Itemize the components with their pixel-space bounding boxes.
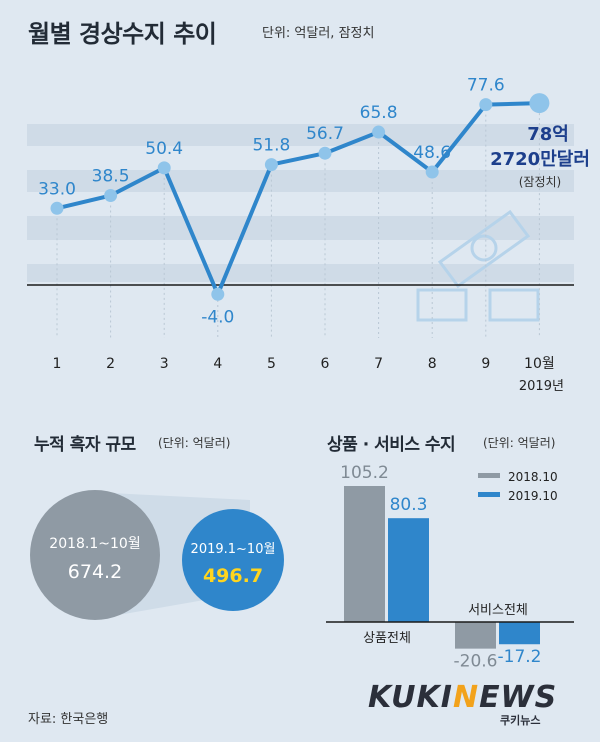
cumulative-unit: (단위: 억달러) <box>158 436 231 450</box>
bar <box>388 518 429 622</box>
logo-text-a: KUKI <box>368 680 453 715</box>
data-label: 65.8 <box>360 103 398 123</box>
banknote-icon <box>437 209 531 289</box>
x-tick-label: 2 <box>106 356 115 372</box>
logo-text-c: EWS <box>479 680 558 715</box>
circle-2018-label: 2018.1~10월 <box>49 536 140 552</box>
circle-2018-value: 674.2 <box>68 561 122 583</box>
annotation-note: (잠정치) <box>519 175 561 189</box>
data-label: 56.7 <box>306 124 344 144</box>
page-title: 월별 경상수지 추이 <box>28 20 217 48</box>
data-label: -4.0 <box>201 307 234 327</box>
year-label: 2019년 <box>519 379 564 394</box>
goods-services-title: 상품 · 서비스 수지 <box>327 435 456 455</box>
data-label: 77.6 <box>467 76 505 96</box>
legend-swatch-2019 <box>478 492 500 497</box>
bar <box>499 622 540 645</box>
category-label-services: 서비스전체 <box>468 603 528 618</box>
data-point <box>318 146 332 160</box>
legend-label-2018: 2018.10 <box>508 470 558 484</box>
data-point <box>157 161 171 175</box>
bar-value-label: -17.2 <box>498 647 542 667</box>
bar-value-label: -20.6 <box>454 652 498 672</box>
grid-band <box>27 264 574 282</box>
x-tick-label: 3 <box>160 356 169 372</box>
annotation-value2: 2720만달러 <box>490 149 590 170</box>
data-label: 38.5 <box>92 167 130 187</box>
title-unit: 단위: 억달러, 잠정치 <box>262 26 375 41</box>
circle-2019-value: 496.7 <box>203 565 263 587</box>
data-label: 50.4 <box>145 139 183 159</box>
cumulative-title: 누적 흑자 규모 <box>34 435 136 455</box>
annotation-value: 78억 <box>527 124 569 145</box>
x-tick-label: 1 <box>53 356 62 372</box>
grid-band <box>27 216 574 240</box>
banknote-coin-icon <box>470 234 498 262</box>
logo-sub: 쿠키뉴스 <box>500 714 541 727</box>
data-label: 33.0 <box>38 179 76 199</box>
bar-value-label: 80.3 <box>390 495 428 515</box>
data-point <box>50 201 64 215</box>
money-stack-icon <box>416 288 540 322</box>
series-line <box>56 101 540 297</box>
data-point <box>211 287 225 301</box>
bar-value-label: 105.2 <box>340 463 389 483</box>
circle-2018 <box>30 490 160 620</box>
data-point <box>529 93 550 114</box>
category-label-goods: 상품전체 <box>363 631 411 646</box>
x-tick-label: 10월 <box>524 356 555 372</box>
x-tick-label: 6 <box>321 356 330 372</box>
bar <box>344 486 385 622</box>
news-logo: KUKINEWS <box>368 680 557 715</box>
data-point <box>264 158 278 172</box>
x-tick-label: 8 <box>428 356 437 372</box>
grid-band <box>27 124 574 146</box>
circle-2019 <box>182 509 284 611</box>
circle-2019-label: 2019.1~10월 <box>191 542 276 557</box>
goods-services-unit: (단위: 억달러) <box>483 436 556 450</box>
legend-label-2019: 2019.10 <box>508 489 558 503</box>
data-label: 51.8 <box>252 136 290 156</box>
x-tick-label: 5 <box>267 356 276 372</box>
x-tick-label: 7 <box>374 356 383 372</box>
data-point <box>104 189 118 203</box>
data-label: 48.6 <box>413 143 451 163</box>
source-note: 자료: 한국은행 <box>28 712 109 727</box>
data-point <box>479 98 493 112</box>
x-tick-label: 9 <box>481 356 490 372</box>
x-tick-label: 4 <box>213 356 222 372</box>
data-point <box>425 165 439 179</box>
logo-text-b: N <box>452 680 480 715</box>
data-point <box>372 125 386 139</box>
bar <box>455 622 496 649</box>
legend-swatch-2018 <box>478 473 500 478</box>
